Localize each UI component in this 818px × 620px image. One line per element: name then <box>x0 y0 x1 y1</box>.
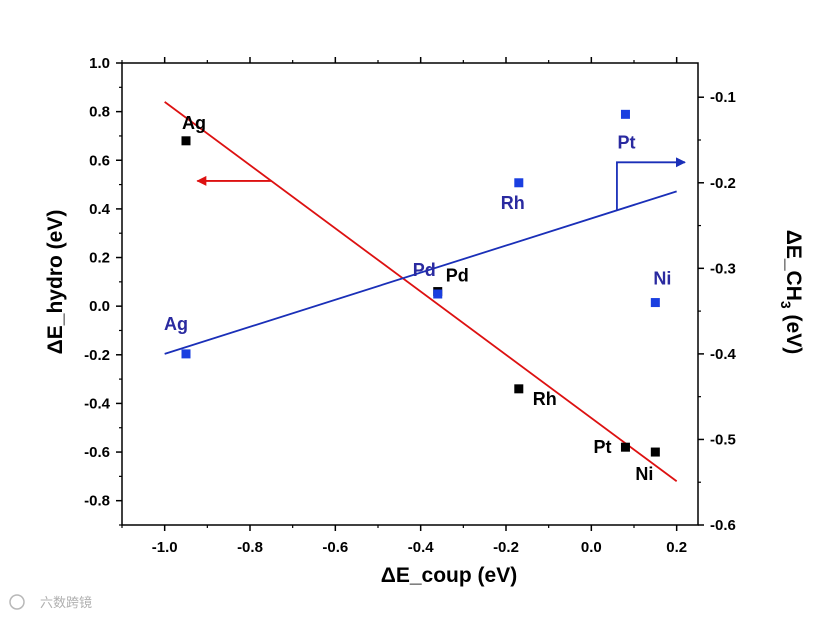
y-left-tick-label: -0.8 <box>84 493 110 510</box>
y-right-tick-label: -0.3 <box>710 260 736 277</box>
ch3-fit-line <box>164 190 677 355</box>
hydro-point-label-rh: Rh <box>533 389 557 409</box>
hydro-point-ag <box>181 136 191 146</box>
y-right-axis-title-subscript: 3 <box>778 301 794 309</box>
y-left-tick-label: 0.4 <box>89 201 111 218</box>
ch3-point-pd <box>433 289 443 299</box>
watermark-logo-icon <box>9 594 25 610</box>
data-points-layer: Ag Pd Rh Pt Ni Ag Pd Rh Pt Ni <box>164 109 671 484</box>
ch3-point-ni <box>650 298 660 308</box>
ch3-axis-arrow <box>616 157 686 211</box>
ch3-point-label-pd: Pd <box>413 260 436 280</box>
hydro-point-label-ag: Ag <box>182 113 206 133</box>
y-left-tick-label: 0.8 <box>89 104 110 121</box>
hydro-point-label-pt: Pt <box>593 437 611 457</box>
y-right-axis-title-main: ΔE_CH <box>782 230 805 301</box>
y-left-tick-label: 0.6 <box>89 152 110 169</box>
y-right-tick-label: -0.1 <box>710 89 736 106</box>
y-left-tick-label: -0.6 <box>84 444 110 461</box>
hydro-point-rh <box>514 384 524 394</box>
y-left-tick-label: 0.0 <box>89 298 110 315</box>
y-right-tick-label: -0.5 <box>710 431 736 448</box>
ch3-point-ag <box>181 349 191 359</box>
plot-frame <box>121 62 699 526</box>
x-tick-label: -0.2 <box>493 539 519 556</box>
axes-layer: -1.0 -0.8 -0.6 -0.4 -0.2 0.0 0.2 -0.8 -0.6 -0.4 -0… <box>84 55 736 556</box>
y-left-axis-title: ΔE_hydro (eV) <box>44 210 67 355</box>
hydro-point-ni <box>650 447 660 457</box>
ch3-point-pt <box>620 109 630 119</box>
ch3-point-label-rh: Rh <box>501 193 525 213</box>
y-right-tick-label: -0.2 <box>710 175 736 192</box>
y-left-tick-label: -0.2 <box>84 347 110 364</box>
x-tick-label: -0.4 <box>408 539 435 556</box>
y-left-tick-label: 0.2 <box>89 250 110 267</box>
x-tick-label: -1.0 <box>152 539 178 556</box>
watermark: 六数跨镜 <box>9 594 92 610</box>
y-right-axis-title: ΔE_CH3 (eV) <box>778 230 805 354</box>
fit-lines-layer <box>164 101 686 482</box>
ch3-point-label-pt: Pt <box>617 132 635 152</box>
x-tick-label: -0.6 <box>322 539 348 556</box>
hydro-point-label-ni: Ni <box>635 464 653 484</box>
hydro-point-label-pd: Pd <box>446 266 469 286</box>
ch3-point-rh <box>514 178 524 188</box>
x-tick-label: 0.0 <box>581 539 602 556</box>
hydro-point-pt <box>620 442 630 452</box>
ch3-point-label-ni: Ni <box>653 269 671 289</box>
y-left-tick-label: 1.0 <box>89 55 110 72</box>
ch3-point-label-ag: Ag <box>164 314 188 334</box>
x-tick-label: -0.8 <box>237 539 263 556</box>
watermark-text: 六数跨镜 <box>40 595 92 610</box>
x-tick-label: 0.2 <box>666 539 687 556</box>
y-right-tick-label: -0.4 <box>710 346 737 363</box>
x-axis-title: ΔE_coup (eV) <box>381 564 517 587</box>
y-left-tick-label: -0.4 <box>84 395 111 412</box>
y-right-axis-title-unit: (eV) <box>782 309 805 355</box>
hydro-fit-line <box>164 101 678 482</box>
y-right-tick-label: -0.6 <box>710 517 736 534</box>
